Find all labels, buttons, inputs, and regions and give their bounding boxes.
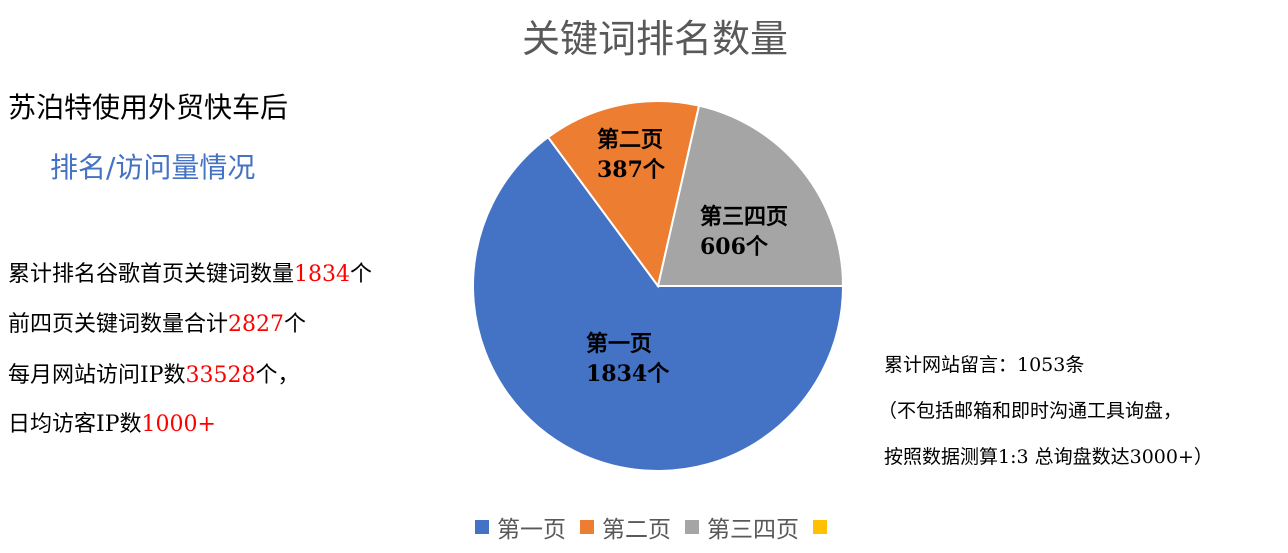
heading: 苏泊特使用外贸快车后 <box>8 91 289 124</box>
legend-swatch <box>475 520 489 534</box>
legend-item <box>813 510 835 544</box>
legend-swatch <box>580 520 594 534</box>
stat-unit: 个 <box>284 312 307 337</box>
stat-value: 33528 <box>185 363 256 388</box>
pie-slice-1 <box>546 100 701 289</box>
data-label-page34: 第三四页 606个 <box>700 204 789 260</box>
legend-item: 第二页 <box>580 510 671 544</box>
stat-label: 累计排名谷歌首页关键词数量 <box>8 262 295 287</box>
stat-unit: 个 <box>350 262 373 287</box>
pie-slice-0 <box>472 135 845 472</box>
legend-label: 第二页 <box>602 517 671 543</box>
note-line: 按照数据测算1:3 总询盘数达3000+） <box>884 446 1213 468</box>
stat-line: 前四页关键词数量合计2827个 <box>8 306 306 338</box>
legend-item: 第三四页 <box>685 510 799 544</box>
legend-swatch <box>813 520 827 534</box>
legend-swatch <box>685 520 699 534</box>
stat-value: 1834 <box>294 262 351 287</box>
note-line: （不包括邮箱和即时沟通工具询盘， <box>878 400 1183 422</box>
pie-slice-2 <box>656 104 845 287</box>
stat-label: 前四页关键词数量合计 <box>8 312 229 337</box>
stat-line: 每月网站访问IP数33528个， <box>8 357 300 389</box>
stat-label: 每月网站访问IP数 <box>8 363 186 388</box>
legend-item: 第一页 <box>475 510 566 544</box>
chart-title: 关键词排名数量 <box>521 17 788 61</box>
legend-label: 第三四页 <box>707 517 799 543</box>
data-label-page1: 第一页 1834个 <box>586 331 670 387</box>
note-line: 累计网站留言：1053条 <box>884 354 1085 376</box>
stat-value: 1000+ <box>141 412 216 437</box>
legend: 第一页 第二页 第三四页 <box>0 510 1288 544</box>
subheading: 排名/访问量情况 <box>50 151 256 184</box>
stat-line: 累计排名谷歌首页关键词数量1834个 <box>8 256 372 288</box>
legend-label: 第一页 <box>497 517 566 543</box>
stat-value: 2827 <box>228 312 285 337</box>
stat-label: 日均访客IP数 <box>8 412 142 437</box>
data-label-page2: 第二页 387个 <box>597 127 665 183</box>
stat-unit: 个， <box>255 363 300 388</box>
stat-line: 日均访客IP数1000+ <box>8 406 216 438</box>
